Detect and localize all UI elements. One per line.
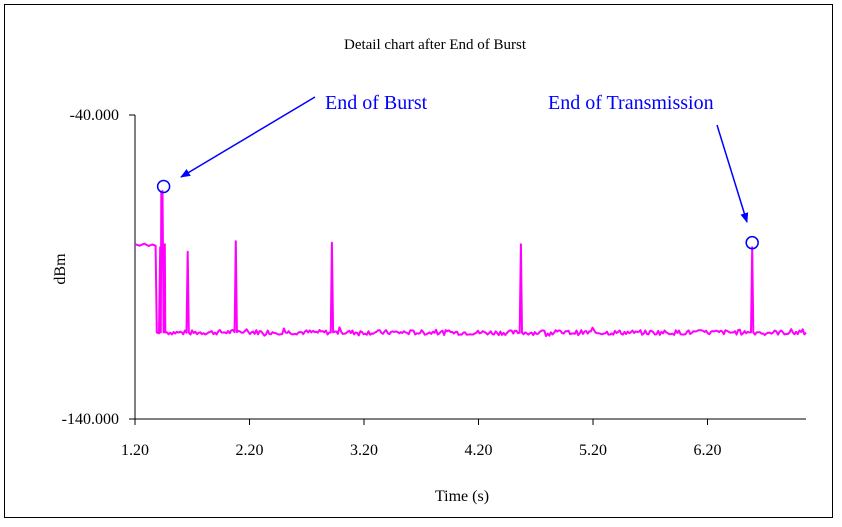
x-tick-label: 6.20 (694, 442, 722, 459)
line-chart: Detail chart after End of Burst dBm Time… (52, 37, 807, 505)
x-axis-label: Time (s) (435, 488, 489, 505)
annotation-arrow (180, 96, 316, 178)
y-tick-label: -140.000 (62, 411, 119, 428)
annotations: End of Burst End of Transmission (156, 92, 759, 250)
x-tick-label: 1.20 (121, 442, 149, 459)
x-tick-label: 2.20 (236, 442, 264, 459)
annotation-arrow (716, 124, 749, 223)
y-axis-label: dBm (52, 253, 69, 285)
series-line (134, 190, 807, 338)
x-tick-label: 4.20 (465, 442, 493, 459)
chart-title: Detail chart after End of Burst (344, 37, 527, 53)
annotation-label: End of Burst (325, 92, 428, 114)
annotation-marker (745, 235, 759, 250)
x-tick-label: 5.20 (579, 442, 607, 459)
annotation-marker (156, 179, 171, 194)
plot-area (134, 190, 807, 338)
annotation-label: End of Transmission (548, 92, 714, 114)
y-tick-label: -40.000 (70, 107, 119, 124)
chart-frame: Detail chart after End of Burst dBm Time… (4, 4, 833, 518)
x-tick-label: 3.20 (350, 442, 378, 459)
